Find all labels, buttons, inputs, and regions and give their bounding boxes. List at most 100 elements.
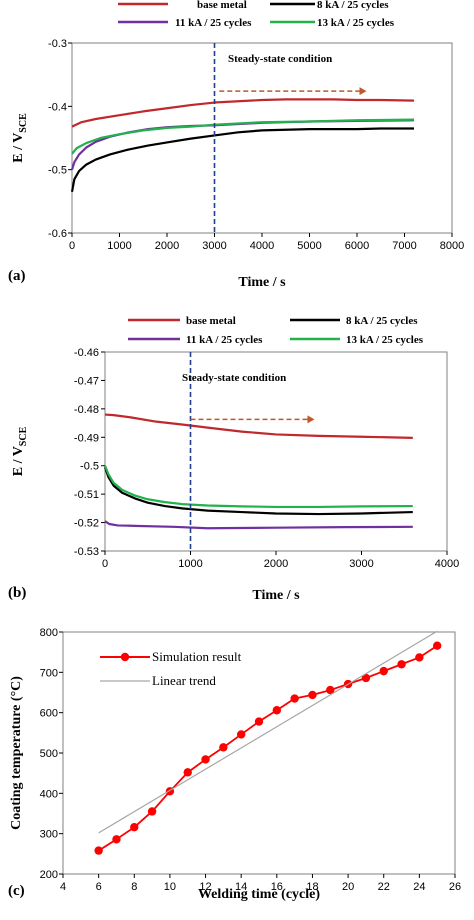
y-tick-label: -0.53 [74, 546, 99, 558]
y-tick-label: -0.51 [74, 489, 99, 501]
x-tick-label: 4000 [435, 558, 459, 570]
y-axis-label-subscript: SCE [18, 113, 29, 133]
x-tick-label: 4000 [250, 240, 274, 252]
y-tick-label: -0.3 [48, 38, 67, 50]
data-point [272, 706, 282, 715]
y-axis-label: Coating temperature (°C) [9, 676, 24, 830]
series-line-2 [104, 520, 413, 530]
x-tick-label: 2000 [264, 558, 288, 570]
y-tick-label: 500 [40, 748, 58, 760]
x-tick-label: 0 [69, 240, 75, 252]
data-point [361, 673, 371, 683]
y-tick-label: -0.46 [74, 347, 99, 359]
y-tick-label: -0.5 [80, 461, 99, 473]
chart-panel-a: 0 1000 2000 3000 4000 5000 6000 7000 8000 -0.6 -0.… [8, 0, 464, 290]
arrow-head [307, 415, 315, 424]
x-tick-label: 1000 [178, 558, 202, 570]
legend-label: base metal [186, 315, 236, 327]
y-tick-label: -0.6 [48, 228, 67, 240]
x-tick-label: 26 [449, 881, 461, 893]
chart-panel-c: 4 6 8 10 12 14 16 18 20 22 24 26 200 300 400 500 600 700 8… [8, 627, 461, 902]
series-line-2 [70, 119, 415, 170]
series-line-0 [71, 98, 415, 128]
legend-marker [120, 652, 130, 662]
data-point [112, 835, 121, 844]
series-line-1 [70, 127, 414, 193]
data-point [290, 694, 299, 703]
x-tick-label: 6000 [345, 240, 369, 252]
panel-label: (b) [8, 585, 26, 601]
data-point [308, 690, 317, 700]
data-point [432, 641, 442, 650]
y-axis-label-main: E / V [11, 133, 26, 163]
x-tick-label: 18 [306, 881, 318, 893]
y-tick-label: -0.48 [74, 404, 99, 416]
x-tick-label: 1000 [107, 240, 131, 252]
data-point [397, 660, 406, 669]
data-point [254, 717, 264, 726]
legend-label: Linear trend [152, 673, 216, 688]
y-tick-label: 700 [40, 667, 58, 679]
x-tick-label: 6 [96, 881, 102, 893]
series-line-3 [71, 118, 415, 155]
data-point [326, 685, 335, 695]
x-tick-label: 12 [199, 881, 211, 893]
data-point [201, 755, 210, 764]
x-tick-label: 16 [271, 881, 283, 893]
x-tick-label: 0 [102, 558, 108, 570]
x-tick-label: 5000 [297, 240, 321, 252]
x-tick-label: 14 [235, 881, 247, 893]
data-point [147, 807, 157, 816]
legend-label: base metal [197, 0, 247, 11]
y-tick-label: 300 [40, 829, 58, 841]
series-line-1 [98, 630, 438, 834]
y-axis-label: E / VSCE [11, 113, 29, 163]
steady-state-annotation: Steady-state condition [228, 53, 332, 65]
series-line-3 [103, 465, 413, 509]
data-point [236, 730, 246, 739]
data-point [130, 823, 139, 832]
x-axis-label: Time / s [252, 588, 300, 603]
x-tick-label: 3000 [202, 240, 226, 252]
x-tick-label: 4 [60, 881, 66, 893]
series-line-0 [98, 644, 438, 852]
y-axis-label-main: E / V [11, 446, 26, 476]
y-tick-label: -0.5 [48, 165, 67, 177]
data-point [415, 653, 424, 662]
legend-label: 11 kA / 25 cycles [186, 334, 263, 346]
arrow-head [359, 87, 367, 96]
series-line-0 [104, 413, 413, 439]
panel-label: (c) [8, 883, 25, 899]
y-tick-label: 600 [40, 708, 58, 720]
data-point [94, 846, 103, 855]
x-tick-label: 24 [413, 881, 425, 893]
y-tick-label: 200 [40, 869, 58, 881]
panel-label: (a) [8, 268, 26, 284]
y-tick-label: 400 [40, 788, 58, 800]
steady-state-annotation: Steady-state condition [182, 372, 286, 384]
y-tick-label: -0.49 [74, 432, 99, 444]
plot-area [62, 631, 456, 875]
chart-panel-b: 0 1000 2000 3000 4000 -0.53 -0.52 -0.51 -0.5 -0.4… [8, 315, 459, 603]
legend-label: 13 kA / 25 cycles [346, 334, 424, 346]
legend-label: 8 kA / 25 cycles [346, 315, 418, 327]
data-point [379, 666, 388, 676]
y-axis-label-subscript: SCE [18, 426, 29, 446]
series-line-1 [103, 466, 413, 516]
x-tick-label: 10 [164, 881, 176, 893]
y-tick-label: -0.52 [74, 518, 99, 530]
x-tick-label: 3000 [349, 558, 373, 570]
y-tick-label: 800 [40, 627, 58, 639]
x-axis-label: Welding time (cycle) [198, 887, 320, 902]
x-tick-label: 8000 [440, 240, 464, 252]
x-tick-label: 20 [342, 881, 354, 893]
data-point [219, 743, 228, 752]
legend-label: 11 kA / 25 cycles [175, 17, 252, 29]
x-axis-label: Time / s [238, 275, 286, 290]
x-tick-label: 2000 [155, 240, 179, 252]
y-tick-label: -0.47 [74, 375, 99, 387]
legend-label: 8 kA / 25 cycles [317, 0, 389, 11]
legend-label: 13 kA / 25 cycles [317, 17, 395, 29]
x-tick-label: 8 [131, 881, 137, 893]
